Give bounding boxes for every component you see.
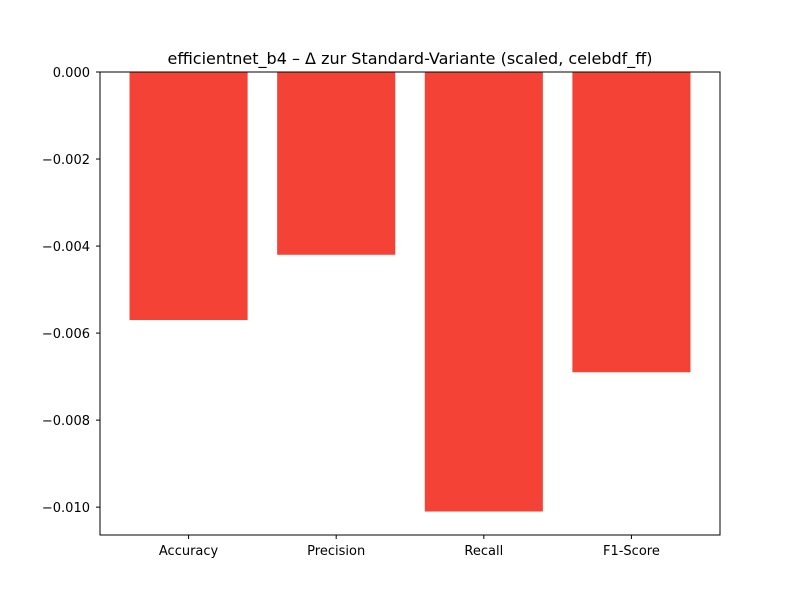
x-tick-label: Recall bbox=[464, 544, 503, 559]
y-tick-label: −0.004 bbox=[42, 240, 90, 255]
y-tick-label: −0.010 bbox=[42, 501, 90, 516]
y-tick-label: −0.002 bbox=[42, 153, 90, 168]
bar-accuracy bbox=[129, 72, 248, 321]
x-tick-label: Accuracy bbox=[159, 544, 219, 559]
plot-frame bbox=[99, 71, 721, 536]
x-tick-label: Precision bbox=[307, 544, 365, 559]
x-axis-ticks: Accuracy Precision Recall F1-Score bbox=[159, 535, 660, 559]
y-tick-label: −0.008 bbox=[42, 414, 90, 429]
bars-group bbox=[129, 72, 691, 512]
y-tick-label: −0.006 bbox=[42, 327, 90, 342]
bar-f1-score bbox=[572, 72, 691, 373]
bar-precision bbox=[277, 72, 396, 255]
x-tick-label: F1-Score bbox=[603, 544, 660, 559]
y-tick-label: 0.000 bbox=[53, 66, 90, 81]
y-axis-ticks: 0.000 −0.002 −0.004 −0.006 −0.008 −0.010 bbox=[42, 66, 100, 516]
chart-title: efficientnet_b4 – Δ zur Standard-Variant… bbox=[167, 49, 652, 69]
bar-recall bbox=[424, 72, 543, 512]
